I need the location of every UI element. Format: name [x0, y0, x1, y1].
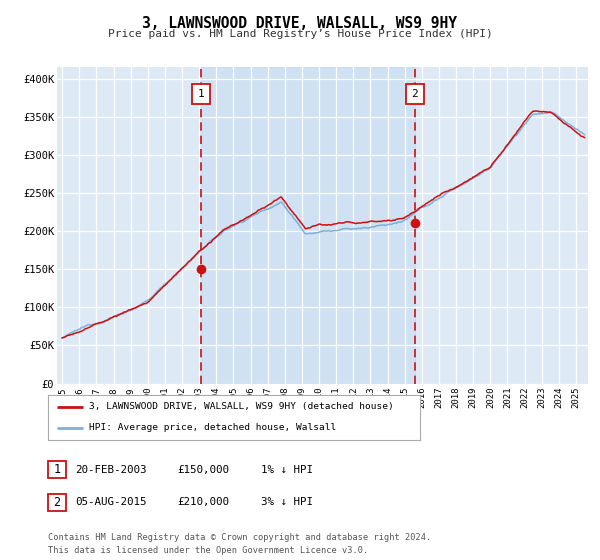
Text: 05-AUG-2015: 05-AUG-2015 [75, 497, 146, 507]
Text: Contains HM Land Registry data © Crown copyright and database right 2024.: Contains HM Land Registry data © Crown c… [48, 533, 431, 542]
Text: 3% ↓ HPI: 3% ↓ HPI [261, 497, 313, 507]
Text: HPI: Average price, detached house, Walsall: HPI: Average price, detached house, Wals… [89, 423, 336, 432]
Bar [202, 67, 415, 384]
Text: This data is licensed under the Open Government Licence v3.0.: This data is licensed under the Open Gov… [48, 546, 368, 555]
Text: 3, LAWNSWOOD DRIVE, WALSALL, WS9 9HY: 3, LAWNSWOOD DRIVE, WALSALL, WS9 9HY [143, 16, 458, 31]
Text: £150,000: £150,000 [177, 465, 229, 475]
Text: 2: 2 [53, 496, 61, 509]
Text: 3, LAWNSWOOD DRIVE, WALSALL, WS9 9HY (detached house): 3, LAWNSWOOD DRIVE, WALSALL, WS9 9HY (de… [89, 403, 394, 412]
Text: Price paid vs. HM Land Registry’s House Price Index (HPI): Price paid vs. HM Land Registry’s House … [107, 29, 493, 39]
Text: 2: 2 [412, 89, 418, 99]
Text: 1: 1 [53, 463, 61, 477]
Text: 1% ↓ HPI: 1% ↓ HPI [261, 465, 313, 475]
Text: 1: 1 [198, 89, 205, 99]
Text: 20-FEB-2003: 20-FEB-2003 [75, 465, 146, 475]
Text: £210,000: £210,000 [177, 497, 229, 507]
